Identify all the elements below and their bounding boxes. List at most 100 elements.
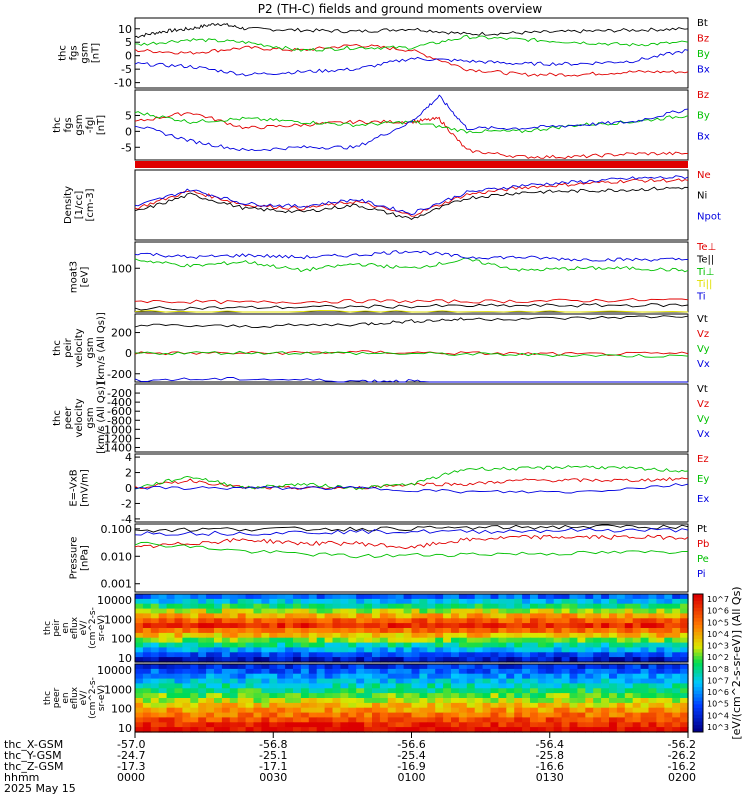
spectrogram-cell [451,678,460,685]
panel-frame [134,523,689,593]
spectrogram-cell [372,594,381,600]
spectrogram-cell [348,618,357,624]
x-tick-label-x: -56.2 [668,738,696,751]
spectrogram-cell [522,668,531,675]
spectrogram-cell [435,632,444,639]
spectrogram-cell [514,613,523,619]
spectrogram-cell [514,657,523,663]
spectrogram-cell [229,628,239,634]
spectrogram-cell [324,623,334,629]
spectrogram-cell [403,594,413,600]
spectrogram-cell [356,707,365,714]
spectrogram-cell [577,642,586,649]
spectrogram-cell [214,678,223,685]
spectrogram-cell [411,598,420,605]
spectrogram-cell [680,623,689,629]
spectrogram-cell [348,642,357,649]
spectrogram-cell [182,603,191,610]
spectrogram-cell [253,637,262,644]
spectrogram-cell [632,618,642,624]
spectrogram-cell [553,727,563,733]
spectrogram-cell [356,683,365,689]
y-tick-label: 10 [118,652,132,665]
spectrogram-cell [664,727,673,733]
spectrogram-cell [656,594,665,600]
spectrogram-cell [680,683,689,689]
spectrogram-cell [237,683,247,689]
spectrogram-cell [308,632,318,639]
spectrogram-cell [182,668,191,675]
spectrogram-cell [372,628,381,634]
spectrogram-cell [458,608,468,615]
spectrogram-cell [277,693,286,699]
spectrogram-cell [158,678,168,685]
spectrogram-cell [316,693,326,699]
spectrogram-cell [466,637,476,644]
spectrogram-cell [332,673,341,680]
y-tick-label: -1200 [100,432,132,445]
spectrogram-cell [198,608,207,615]
spectrogram-cell [569,678,578,685]
y-axis-label: [km/s (All Qs)] [96,382,107,454]
spectrogram-cell [640,608,650,615]
spectrogram-cell [348,664,357,670]
spectrogram-cell [601,693,610,699]
spectrogram-cell [308,657,318,663]
spectrogram-cell [182,722,191,728]
spectrogram-cell [356,623,365,629]
spectrogram-cell [237,603,247,610]
spectrogram-cell [656,727,665,733]
spectrogram-cell [593,717,602,723]
spectrogram-cell [142,632,152,639]
series-line-Ti|| [134,309,689,313]
spectrogram-cell [443,673,452,680]
series-line-Vx [134,376,688,383]
spectrogram-cell [632,683,642,689]
spectrogram-cell [206,722,215,728]
spectrogram-cell [451,618,460,624]
spectrogram-cell [672,632,681,639]
spectrogram-cell [340,652,349,658]
legend-Npot: Npot [697,211,721,222]
spectrogram-cell [253,664,262,670]
spectrogram-cell [214,652,223,658]
spectrogram-cell [624,727,634,733]
spectrogram-cell [435,608,444,615]
y-tick-label: 10000 [97,594,132,607]
spectrogram-cell [198,603,207,610]
spectrogram-cell [482,668,492,675]
spectrogram-cell [198,613,207,619]
spectrogram-cell [680,693,689,699]
spectrogram-cell [466,603,476,610]
y-axis-label: [nT] [91,43,102,63]
spectrogram-cell [506,598,515,605]
spectrogram-cell [616,618,626,624]
spectrogram-cell [308,673,318,680]
spectrogram-cell [150,702,160,709]
spectrogram-cell [522,652,531,658]
spectrogram-cell [245,722,255,728]
y-axis-label: thc [43,621,53,635]
spectrogram-cell [435,702,444,709]
spectrogram-cell [332,623,341,629]
spectrogram-cell [308,642,318,649]
spectrogram-cell [498,673,507,680]
legend-Pb: Pb [697,539,709,550]
spectrogram-cell [324,594,334,600]
spectrogram-cell [553,698,563,704]
spectrogram-cell [403,598,413,605]
spectrogram-cell [379,632,389,639]
spectrogram-cell [466,598,476,605]
colorbar-tick-label: 10^7 [707,595,729,604]
spectrogram-cell [498,717,507,723]
spectrogram-cell [332,668,341,675]
spectrogram-cell [601,598,610,605]
spectrogram-cell [648,668,657,675]
spectrogram-cell [340,712,349,719]
spectrogram-cell [403,717,413,723]
spectrogram-cell [364,594,373,600]
spectrogram-cell [387,603,397,610]
colorbar-cell [693,704,703,709]
spectrogram-cell [166,652,176,658]
spectrogram-cell [601,712,610,719]
